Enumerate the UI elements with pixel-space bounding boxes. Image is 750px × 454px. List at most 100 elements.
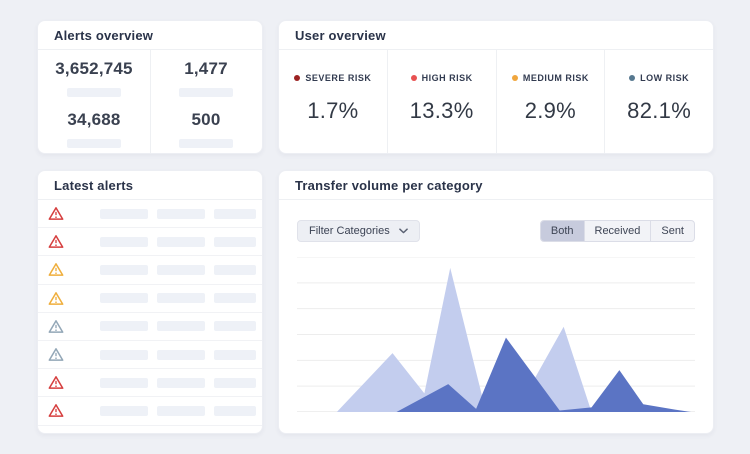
skeleton-bar bbox=[100, 236, 148, 247]
warning-triangle-icon bbox=[48, 234, 64, 249]
user-overview-header: User overview bbox=[279, 21, 713, 50]
alert-row[interactable] bbox=[38, 256, 262, 285]
transfer-volume-title: Transfer volume per category bbox=[295, 177, 483, 193]
skeleton-bars bbox=[100, 405, 256, 416]
risk-label-text: HIGH RISK bbox=[421, 73, 473, 83]
stat-value: 500 bbox=[191, 110, 221, 130]
area-series-light bbox=[336, 267, 592, 412]
skeleton-bar bbox=[157, 293, 205, 304]
risk-label: LOW RISK bbox=[629, 73, 689, 83]
transfer-volume-chart bbox=[297, 257, 695, 412]
warning-triangle-icon bbox=[48, 291, 64, 306]
warning-triangle-icon bbox=[48, 206, 64, 221]
risk-dot-icon bbox=[294, 75, 301, 81]
transfer-volume-card: Transfer volume per category Filter Cate… bbox=[278, 170, 714, 434]
skeleton-bar bbox=[157, 236, 205, 247]
skeleton-bar bbox=[157, 208, 205, 219]
user-overview-title: User overview bbox=[295, 27, 386, 43]
risk-label-text: SEVERE RISK bbox=[305, 73, 372, 83]
skeleton-bar bbox=[214, 264, 256, 275]
skeleton-bars bbox=[100, 349, 256, 360]
skeleton-bar bbox=[100, 293, 148, 304]
skeleton-label bbox=[179, 139, 233, 149]
stat-value: 1,477 bbox=[184, 58, 228, 78]
skeleton-bar bbox=[100, 264, 148, 275]
alert-row[interactable] bbox=[38, 397, 262, 426]
filter-categories-button[interactable]: Filter Categories bbox=[297, 220, 420, 242]
risk-dot-icon bbox=[511, 75, 518, 81]
warning-triangle-icon bbox=[48, 403, 64, 418]
skeleton-bar bbox=[157, 321, 205, 332]
filter-categories-label: Filter Categories bbox=[309, 225, 390, 237]
alert-row[interactable] bbox=[38, 285, 262, 313]
skeleton-bar bbox=[157, 405, 205, 416]
risk-dot-icon bbox=[410, 75, 417, 81]
risk-label: HIGH RISK bbox=[410, 73, 473, 83]
risk-column-medium: MEDIUM RISK 2.9% bbox=[495, 50, 605, 153]
alert-list bbox=[38, 200, 262, 433]
skeleton-label bbox=[179, 87, 233, 97]
skeleton-bar bbox=[214, 377, 256, 388]
risk-percentage: 1.7% bbox=[307, 98, 359, 123]
skeleton-bar bbox=[214, 208, 256, 219]
tab-received[interactable]: Received bbox=[583, 221, 651, 241]
alert-row[interactable] bbox=[38, 369, 262, 398]
skeleton-bars bbox=[100, 293, 256, 304]
latest-alerts-title: Latest alerts bbox=[54, 177, 134, 193]
risk-columns: SEVERE RISK 1.7% HIGH RISK 13.3% MEDIUM RISK… bbox=[279, 50, 713, 153]
stat-cell: 1,477 bbox=[150, 50, 262, 102]
risk-label-text: LOW RISK bbox=[640, 73, 690, 83]
alert-row[interactable] bbox=[38, 228, 262, 257]
risk-percentage: 13.3% bbox=[409, 98, 474, 123]
skeleton-bar bbox=[157, 349, 205, 360]
risk-dot-icon bbox=[629, 75, 636, 81]
risk-percentage: 2.9% bbox=[524, 98, 577, 123]
skeleton-bars bbox=[100, 321, 256, 332]
stat-cell: 34,688 bbox=[38, 102, 150, 154]
skeleton-bar bbox=[214, 293, 256, 304]
alerts-overview-header: Alerts overview bbox=[38, 21, 262, 50]
alerts-overview-title: Alerts overview bbox=[54, 27, 154, 43]
skeleton-label bbox=[67, 87, 121, 97]
user-overview-card: User overview SEVERE RISK 1.7% HIGH RISK 13… bbox=[278, 20, 714, 154]
skeleton-bar bbox=[100, 208, 148, 219]
warning-triangle-icon bbox=[48, 262, 64, 277]
transfer-volume-body: Filter Categories Both Received Sent bbox=[279, 200, 713, 433]
skeleton-bar bbox=[214, 405, 256, 416]
tab-sent[interactable]: Sent bbox=[650, 221, 694, 241]
area-chart-svg bbox=[297, 257, 695, 412]
stat-cell: 3,652,745 bbox=[38, 50, 150, 102]
skeleton-bars bbox=[100, 236, 256, 247]
alerts-overview-card: Alerts overview 3,652,745 1,477 34,688 500 bbox=[37, 20, 263, 154]
chart-controls: Filter Categories Both Received Sent bbox=[297, 220, 695, 242]
skeleton-bars bbox=[100, 377, 256, 388]
skeleton-bar bbox=[214, 321, 256, 332]
tab-both[interactable]: Both bbox=[540, 221, 584, 241]
alert-row[interactable] bbox=[38, 313, 262, 341]
chevron-down-icon bbox=[398, 228, 408, 234]
risk-label: SEVERE RISK bbox=[294, 73, 371, 83]
skeleton-bar bbox=[100, 377, 148, 388]
risk-column-high: HIGH RISK 13.3% bbox=[386, 50, 496, 153]
stat-cell: 500 bbox=[150, 102, 262, 154]
skeleton-bars bbox=[100, 264, 256, 275]
alert-row[interactable] bbox=[38, 200, 262, 229]
risk-column-low: LOW RISK 82.1% bbox=[604, 50, 713, 153]
skeleton-bar bbox=[100, 349, 148, 360]
transfer-volume-header: Transfer volume per category bbox=[279, 171, 713, 200]
risk-label: MEDIUM RISK bbox=[511, 73, 589, 83]
stat-value: 3,652,745 bbox=[55, 58, 133, 78]
skeleton-bar bbox=[100, 321, 148, 332]
warning-triangle-icon bbox=[48, 319, 64, 334]
skeleton-label bbox=[67, 139, 121, 149]
skeleton-bars bbox=[100, 208, 256, 219]
warning-triangle-icon bbox=[48, 347, 64, 362]
chart-mode-tabs: Both Received Sent bbox=[539, 220, 695, 242]
skeleton-bar bbox=[157, 264, 205, 275]
skeleton-bar bbox=[214, 349, 256, 360]
alerts-stats-grid: 3,652,745 1,477 34,688 500 bbox=[38, 50, 262, 153]
latest-alerts-card: Latest alerts bbox=[37, 170, 263, 434]
alert-row[interactable] bbox=[38, 341, 262, 370]
stat-value: 34,688 bbox=[67, 110, 121, 130]
